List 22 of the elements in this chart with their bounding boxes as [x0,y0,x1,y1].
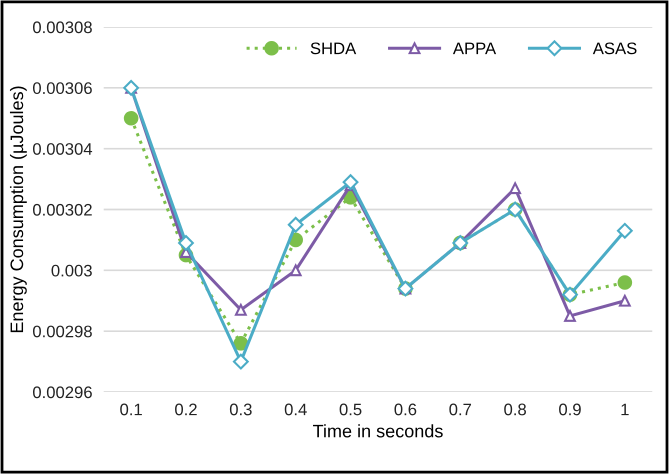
legend-label: APPA [452,42,496,54]
y-tick-label: 0.00298 [32,326,92,338]
y-tick-label: 0.00306 [32,82,92,94]
x-tick-label: 0.4 [284,404,307,416]
x-tick-label: 0.9 [559,404,581,416]
x-tick-label: 0.7 [449,404,472,416]
legend-label: SHDA [310,42,356,54]
y-tick-label: 0.003 [52,264,92,277]
x-axis-title: Time in seconds [313,424,443,438]
x-tick-label: 0.6 [394,404,416,416]
legend-label: ASAS [592,42,637,54]
x-tick-label: 0.2 [175,404,197,416]
x-tick-label: 0.8 [504,404,526,416]
y-tick-label: 0.00302 [32,204,92,216]
x-tick-label: 0.3 [230,404,252,416]
x-tick-label: 0.5 [340,404,362,416]
x-tick-label: 1 [621,404,629,416]
y-tick-label: 0.00296 [32,386,92,398]
y-axis-title: Energy Consumption (µJoules) [10,86,27,332]
y-tick-label: 0.00308 [32,21,92,34]
x-tick-label: 0.1 [120,404,142,416]
y-tick-label: 0.00304 [32,143,92,155]
